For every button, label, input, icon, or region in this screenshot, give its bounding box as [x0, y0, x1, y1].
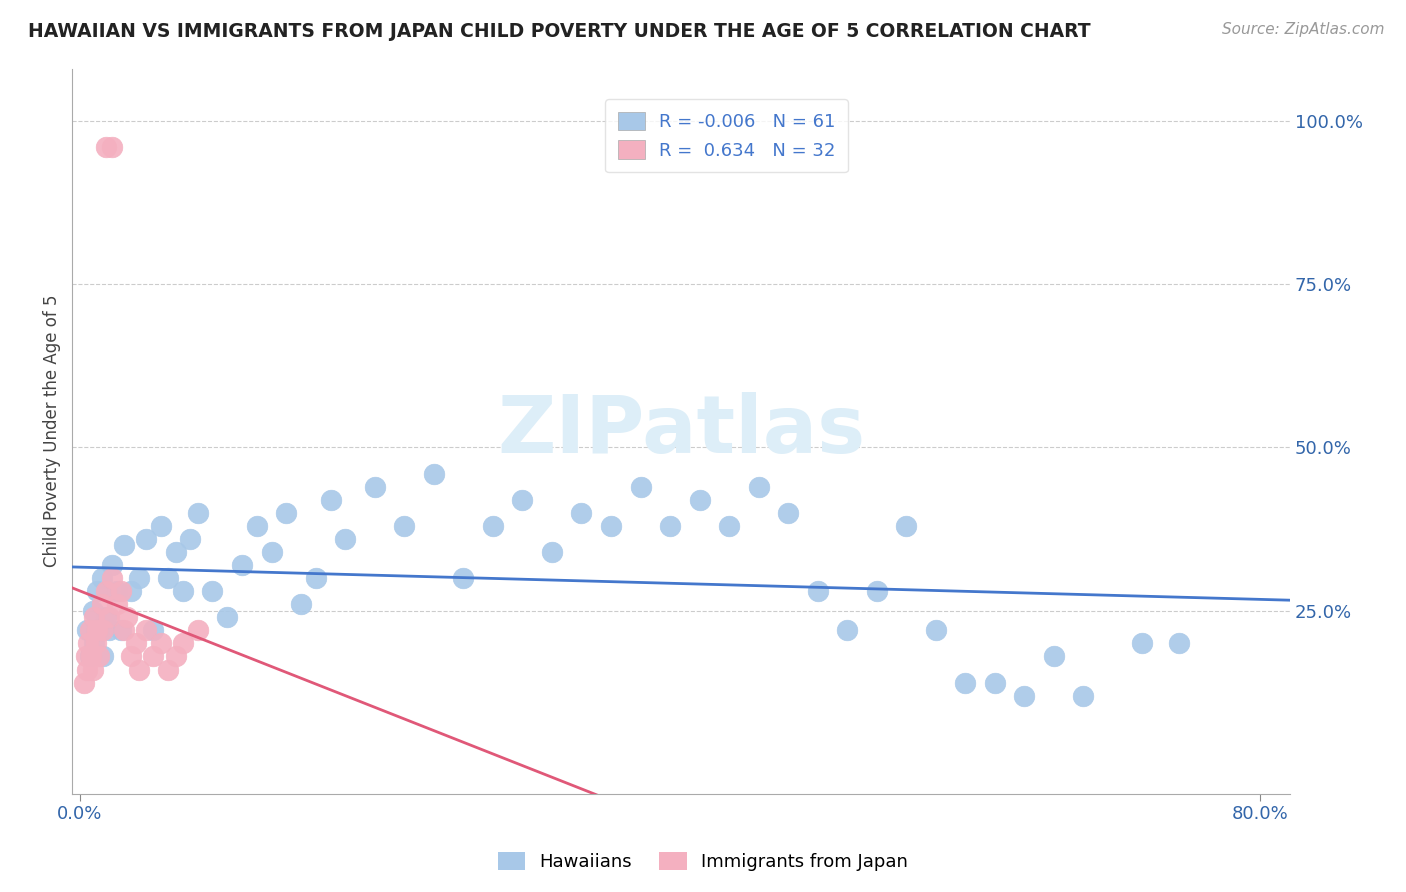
Point: [84, 636, 107, 650]
Point: [571, 506, 593, 520]
Point: [290, 597, 312, 611]
Point: [276, 506, 298, 520]
Point: [101, 140, 124, 154]
Point: [112, 538, 135, 552]
Point: [101, 558, 124, 572]
Point: [423, 467, 446, 481]
Point: [87, 649, 110, 664]
Point: [659, 518, 682, 533]
Point: [82, 604, 104, 618]
Point: [165, 545, 187, 559]
Point: [394, 518, 416, 533]
Point: [689, 492, 711, 507]
Point: [246, 518, 269, 533]
Point: [110, 624, 132, 638]
Point: [217, 610, 239, 624]
Point: [83, 610, 105, 624]
Point: [105, 584, 128, 599]
Point: [541, 545, 564, 559]
Point: [172, 584, 194, 599]
Point: [1073, 689, 1095, 703]
Point: [482, 518, 505, 533]
Point: [201, 584, 224, 599]
Point: [105, 597, 128, 611]
Point: [837, 624, 859, 638]
Point: [91, 649, 114, 664]
Point: [90, 597, 112, 611]
Point: [79, 649, 101, 664]
Point: [75, 649, 97, 664]
Point: [187, 506, 209, 520]
Text: ZIPatlas: ZIPatlas: [496, 392, 865, 470]
Point: [955, 675, 977, 690]
Point: [86, 584, 108, 599]
Point: [96, 610, 118, 624]
Point: [157, 571, 180, 585]
Point: [231, 558, 253, 572]
Point: [98, 610, 121, 624]
Point: [925, 624, 948, 638]
Point: [600, 518, 623, 533]
Point: [718, 518, 741, 533]
Point: [630, 480, 652, 494]
Point: [896, 518, 918, 533]
Point: [90, 571, 112, 585]
Point: [76, 663, 98, 677]
Point: [91, 624, 114, 638]
Point: [73, 675, 96, 690]
Point: [187, 624, 209, 638]
Point: [807, 584, 830, 599]
Point: [453, 571, 475, 585]
Point: [149, 636, 172, 650]
Point: [87, 624, 110, 638]
Legend: Hawaiians, Immigrants from Japan: Hawaiians, Immigrants from Japan: [491, 845, 915, 879]
Point: [149, 518, 172, 533]
Point: [778, 506, 800, 520]
Point: [1043, 649, 1066, 664]
Point: [1168, 636, 1191, 650]
Point: [172, 636, 194, 650]
Legend: R = -0.006   N = 61, R =  0.634   N = 32: R = -0.006 N = 61, R = 0.634 N = 32: [605, 99, 848, 172]
Point: [115, 610, 138, 624]
Y-axis label: Child Poverty Under the Age of 5: Child Poverty Under the Age of 5: [44, 295, 60, 567]
Point: [1014, 689, 1036, 703]
Point: [76, 624, 98, 638]
Point: [179, 532, 201, 546]
Point: [83, 636, 105, 650]
Point: [82, 663, 104, 677]
Point: [110, 584, 132, 599]
Point: [96, 140, 118, 154]
Point: [80, 649, 103, 664]
Point: [101, 571, 124, 585]
Point: [125, 636, 148, 650]
Point: [142, 624, 165, 638]
Point: [128, 663, 150, 677]
Point: [98, 624, 121, 638]
Point: [1132, 636, 1154, 650]
Point: [260, 545, 283, 559]
Point: [142, 649, 165, 664]
Point: [79, 624, 101, 638]
Point: [112, 624, 135, 638]
Point: [86, 624, 108, 638]
Text: HAWAIIAN VS IMMIGRANTS FROM JAPAN CHILD POVERTY UNDER THE AGE OF 5 CORRELATION C: HAWAIIAN VS IMMIGRANTS FROM JAPAN CHILD …: [28, 22, 1091, 41]
Point: [512, 492, 534, 507]
Point: [984, 675, 1007, 690]
Point: [305, 571, 328, 585]
Point: [96, 584, 118, 599]
Point: [364, 480, 387, 494]
Point: [135, 532, 157, 546]
Point: [335, 532, 357, 546]
Text: Source: ZipAtlas.com: Source: ZipAtlas.com: [1222, 22, 1385, 37]
Point: [120, 584, 142, 599]
Point: [165, 649, 187, 664]
Point: [157, 663, 180, 677]
Point: [135, 624, 157, 638]
Point: [748, 480, 770, 494]
Point: [866, 584, 889, 599]
Point: [319, 492, 342, 507]
Point: [128, 571, 150, 585]
Point: [77, 636, 100, 650]
Point: [120, 649, 142, 664]
